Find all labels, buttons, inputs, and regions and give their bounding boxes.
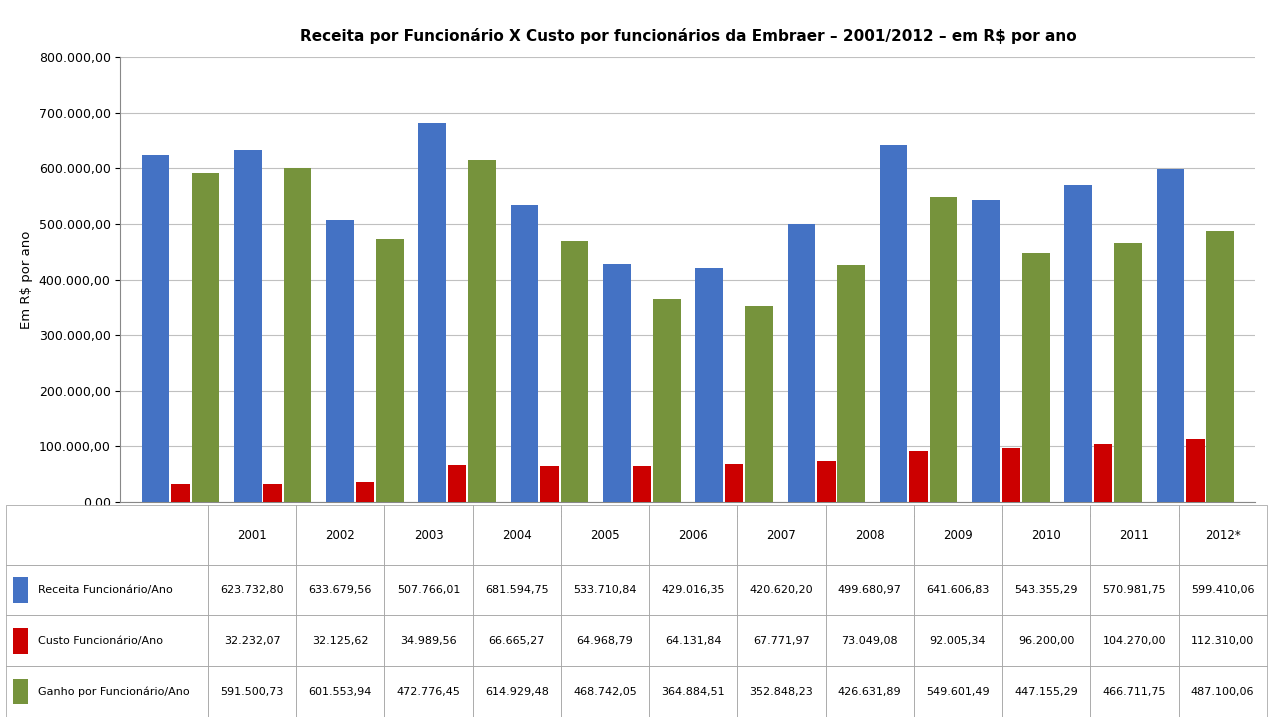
Bar [653,299,681,502]
Bar [695,268,723,502]
Text: Receita Funcionário/Ano: Receita Funcionário/Ano [38,585,172,595]
Bar [880,146,908,502]
Bar [1002,448,1019,502]
Bar [356,483,374,502]
Bar [264,484,281,502]
Text: Custo Funcionário/Ano: Custo Funcionário/Ano [38,636,164,646]
Bar [1094,444,1112,502]
Bar [1022,253,1050,502]
Text: Ganho por Funcionário/Ano: Ganho por Funcionário/Ano [38,686,190,697]
Bar [142,156,170,502]
Y-axis label: Em R$ por ano: Em R$ por ano [20,230,33,329]
Bar [233,150,261,502]
Bar [560,242,588,502]
Bar [1064,184,1092,502]
Bar [1206,231,1234,502]
Bar [909,451,928,502]
Bar [171,484,190,502]
Title: Receita por Funcionário X Custo por funcionários da Embraer – 2001/2012 – em R$ : Receita por Funcionário X Custo por func… [299,28,1077,44]
Bar [787,224,815,502]
Bar [725,464,743,502]
Bar [284,168,312,502]
Bar [746,306,772,502]
Bar [540,466,559,502]
Bar [973,200,999,502]
Bar [377,239,403,502]
Bar [1115,242,1141,502]
Bar [448,465,467,502]
Bar [633,466,650,502]
Bar [817,461,836,502]
Bar [511,205,539,502]
FancyBboxPatch shape [13,628,28,654]
Bar [326,219,354,502]
Bar [604,264,630,502]
Bar [468,160,496,502]
FancyBboxPatch shape [13,679,28,704]
Bar [837,265,865,502]
Bar [1186,440,1205,502]
Bar [418,123,446,502]
Bar [929,196,957,502]
Bar [1156,168,1184,502]
Bar [191,174,219,502]
FancyBboxPatch shape [13,577,28,603]
